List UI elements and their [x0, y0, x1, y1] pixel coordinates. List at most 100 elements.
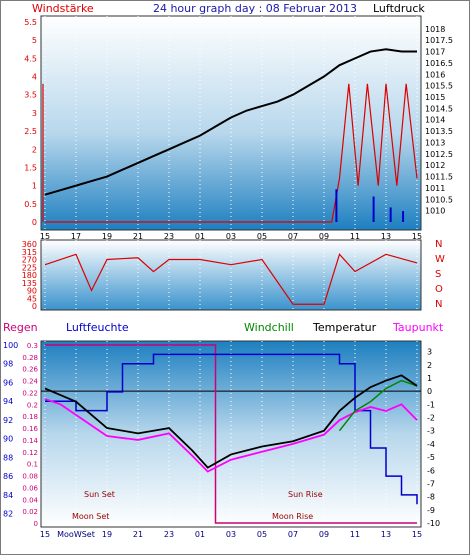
pressure-tick-label: 1015: [425, 93, 445, 102]
rain-tick-label: 0.12: [22, 449, 38, 457]
direction-tick-label: 135: [22, 279, 37, 288]
x-tick-label: 05: [257, 232, 267, 241]
x-tick-label: 09: [319, 232, 329, 241]
windchill-legend: Windchill: [244, 321, 294, 334]
rain-tick-label: 0.06: [22, 484, 38, 492]
pressure-tick-label: 1018: [425, 25, 445, 34]
wind-tick-label: 2: [32, 145, 37, 154]
pressure-tick-label: 1012: [425, 161, 445, 170]
pressure-tick-label: 1017.5: [425, 36, 453, 45]
pressure-tick-label: 1013: [425, 138, 445, 147]
rain-tick-label: 0.2: [27, 401, 38, 409]
direction-tick-label: 225: [22, 263, 37, 272]
temperature-tick-label: 1: [427, 374, 432, 383]
temperature-tick-label: -1: [427, 400, 435, 409]
compass-label: O: [435, 284, 443, 295]
compass-label: S: [435, 269, 441, 280]
compass-label: N: [435, 239, 442, 250]
wind-direction-line: [44, 253, 418, 305]
x-tick-label: 23: [164, 530, 174, 539]
compass-label: W: [435, 254, 445, 265]
x-tick-label: 15: [412, 530, 422, 539]
dewpoint-legend: Taupunkt: [392, 321, 444, 334]
x-tick-label: 19: [102, 232, 112, 241]
x-tick-label: 15: [40, 530, 50, 539]
pressure-tick-label: 1012.5: [425, 150, 453, 159]
temperature-tick-label: 0: [427, 387, 432, 396]
temperature-tick-label: -7: [427, 479, 435, 488]
temperature-tick-label: -5: [427, 453, 435, 462]
taupunkt-line: [44, 398, 418, 473]
wind-tick-label: 0: [32, 218, 37, 227]
x-tick-label: 05: [257, 530, 267, 539]
rain-tick-label: 0: [34, 520, 38, 528]
pressure-tick-label: 1011.5: [425, 173, 453, 182]
temperature-tick-label: -8: [427, 493, 435, 502]
chart-title: 24 hour graph day : 08 Februar 2013: [153, 2, 357, 15]
x-tick-label: 23: [164, 232, 174, 241]
direction-tick-label: 45: [27, 294, 37, 303]
rain-tick-label: 0.18: [22, 413, 38, 421]
temperature-tick-label: -10: [427, 519, 440, 528]
humidity-tick-label: 98: [3, 360, 13, 369]
temperatur-line: [44, 374, 418, 469]
wind-tick-label: 4: [32, 73, 37, 82]
x-tick-label: 11: [350, 232, 360, 241]
temperature-tick-label: -6: [427, 466, 435, 475]
moon-rise-label: Moon Rise: [272, 512, 313, 521]
temperature-tick-label: -3: [427, 427, 435, 436]
rain-tick-label: 0.1: [27, 461, 38, 469]
wind-tick-label: 3.5: [24, 91, 37, 100]
rain-tick-label: 0.04: [22, 496, 38, 504]
wind-tick-label: 1: [32, 182, 37, 191]
windchill-line: [338, 379, 418, 432]
direction-tick-label: 315: [22, 248, 37, 257]
temperature-tick-label: 3: [427, 348, 432, 357]
wind-tick-label: 0.5: [24, 200, 37, 209]
rain-tick-label: 0.02: [22, 508, 38, 516]
pressure-line: [44, 48, 417, 196]
temperature-tick-label: -4: [427, 440, 435, 449]
x-tick-label: 09: [319, 530, 329, 539]
direction-tick-label: 270: [22, 256, 37, 265]
x-tick-label: 01: [195, 530, 205, 539]
rain-axis-title: Regen: [3, 321, 38, 334]
wind-tick-label: 1.5: [24, 163, 37, 172]
moon-set-label: Moon Set: [72, 512, 109, 521]
x-tick-label: 11: [350, 530, 360, 539]
rain-tick-label: 0.3: [27, 342, 38, 350]
x-tick-label: 15: [412, 232, 422, 241]
humidity-tick-label: 96: [3, 378, 13, 387]
x-tick-label: 21: [133, 232, 143, 241]
temperature-legend: Temperatur: [312, 321, 377, 334]
pressure-tick-label: 1010.5: [425, 195, 453, 204]
luftfeuchte-line: [45, 353, 418, 505]
regen-line: [45, 344, 417, 524]
pressure-tick-label: 1010: [425, 207, 445, 216]
temperature-tick-label: -9: [427, 506, 435, 515]
humidity-tick-label: 90: [3, 435, 13, 444]
x-tick-label: 03: [226, 232, 236, 241]
humidity-axis-title: Luftfeuchte: [66, 321, 129, 334]
humidity-tick-label: 88: [3, 453, 13, 462]
sun-rise-label: Sun Rise: [288, 490, 323, 499]
pressure-tick-label: 1014.5: [425, 104, 453, 113]
wind-tick-label: 2.5: [24, 127, 37, 136]
x-tick-label: 21: [133, 530, 143, 539]
wind-axis-title: Windstärke: [32, 2, 94, 15]
direction-tick-label: 180: [22, 271, 37, 280]
x-tick-label: 03: [226, 530, 236, 539]
temperature-tick-label: 2: [427, 361, 432, 370]
humidity-tick-label: 84: [3, 491, 13, 500]
humidity-tick-label: 92: [3, 416, 13, 425]
sun-set-label: Sun Set: [84, 490, 115, 499]
temperature-tick-label: -2: [427, 414, 435, 423]
pressure-tick-label: 1014: [425, 116, 445, 125]
pressure-tick-label: 1017: [425, 48, 445, 57]
panel-wind-pressure: 0 0.5 1 1.5 2 2.5 3 3.5 4 4.5 5 5.5 1010 1010.5 1011 1…: [24, 15, 453, 241]
humidity-tick-label: 82: [3, 510, 13, 519]
pressure-tick-label: 1016: [425, 70, 445, 79]
x-tick-label: 15: [40, 232, 50, 241]
x-tick-label: 07: [288, 530, 298, 539]
x-tick-label: 17: [71, 232, 81, 241]
